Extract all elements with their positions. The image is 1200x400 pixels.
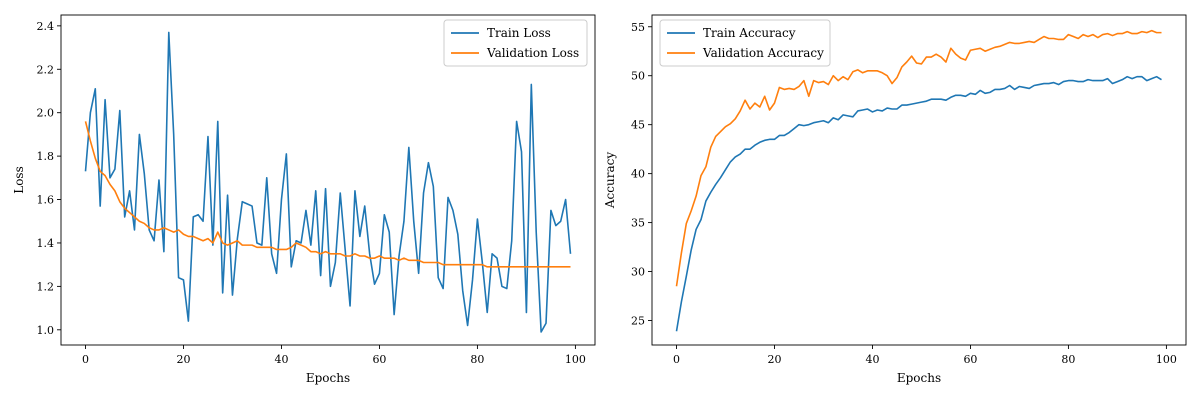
y-axis-label: Loss [12, 166, 26, 194]
legend-box [659, 19, 831, 67]
legend-label: Train Loss [487, 26, 551, 40]
y-tick-label: 2.4 [37, 20, 55, 33]
plot-frame [651, 14, 1187, 346]
legend-label: Validation Accuracy [702, 46, 824, 60]
legend-box [443, 19, 588, 67]
x-tick-label: 60 [963, 353, 977, 366]
x-tick-label: 80 [470, 353, 484, 366]
legend-label: Validation Loss [486, 46, 579, 60]
x-tick-label: 20 [176, 353, 190, 366]
x-tick-label: 20 [767, 353, 781, 366]
y-tick-label: 2.0 [37, 107, 55, 120]
accuracy-chart: 0 20 40 60 80 100 25 30 35 40 45 50 55 Epochs Accuracy… [603, 14, 1187, 385]
y-axis-label: Accuracy [603, 152, 617, 209]
y-tick-label: 25 [631, 315, 645, 328]
y-tick-label: 35 [631, 217, 645, 230]
x-tick-label: 40 [274, 353, 288, 366]
y-tick-label: 1.4 [37, 237, 55, 250]
y-tick-label: 1.6 [37, 194, 55, 207]
legend: Train Loss Validation Loss [443, 19, 588, 67]
y-tick-label: 1.0 [37, 324, 55, 337]
y-tick-label: 1.2 [37, 280, 55, 293]
x-tick-label: 0 [673, 353, 680, 366]
y-tick-label: 45 [631, 119, 645, 132]
legend-label: Train Accuracy [703, 26, 796, 40]
plot-frame [60, 14, 596, 346]
x-tick-label: 100 [565, 353, 586, 366]
y-tick-label: 2.2 [37, 63, 55, 76]
x-tick-label: 80 [1061, 353, 1075, 366]
y-tick-label: 50 [631, 70, 645, 83]
loss-chart: 0 20 40 60 80 100 1.0 1.2 1.4 1.6 1.8 2.0 2.2 2.4 Epoc… [12, 14, 596, 385]
legend: Train Accuracy Validation Accuracy [659, 19, 831, 67]
x-tick-label: 100 [1156, 353, 1177, 366]
y-tick-label: 30 [631, 266, 645, 279]
series-line-validation-loss [84, 121, 571, 268]
series-line-train-loss [84, 31, 572, 333]
x-tick-label: 60 [372, 353, 386, 366]
series-line-validation-accuracy [675, 29, 1162, 287]
x-axis-label: Epochs [897, 371, 941, 385]
x-tick-label: 0 [82, 353, 89, 366]
y-tick-label: 40 [631, 168, 645, 181]
y-tick-label: 1.8 [37, 150, 55, 163]
y-tick-label: 55 [631, 21, 645, 34]
series-line-train-accuracy [675, 75, 1162, 332]
x-tick-label: 40 [865, 353, 879, 366]
x-axis-label: Epochs [306, 371, 350, 385]
